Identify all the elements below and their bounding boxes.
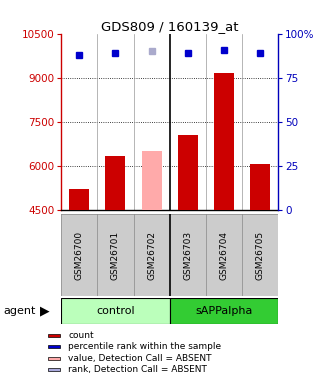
Text: agent: agent: [3, 306, 36, 316]
Text: GSM26702: GSM26702: [147, 231, 156, 279]
Text: sAPPalpha: sAPPalpha: [195, 306, 253, 316]
Bar: [178, 135, 198, 210]
Bar: [169, 214, 206, 296]
Bar: [242, 214, 278, 296]
Text: percentile rank within the sample: percentile rank within the sample: [68, 342, 221, 351]
Bar: [169, 298, 278, 324]
Bar: [214, 74, 234, 210]
Bar: [48, 357, 60, 360]
Text: GSM26704: GSM26704: [219, 231, 228, 279]
Bar: [48, 334, 60, 337]
Title: GDS809 / 160139_at: GDS809 / 160139_at: [101, 20, 238, 33]
Text: control: control: [96, 306, 135, 316]
Text: ▶: ▶: [40, 305, 50, 318]
Bar: [133, 214, 169, 296]
Text: GSM26700: GSM26700: [75, 230, 84, 280]
Text: rank, Detection Call = ABSENT: rank, Detection Call = ABSENT: [68, 365, 207, 374]
Text: count: count: [68, 331, 94, 340]
Bar: [206, 214, 242, 296]
Bar: [70, 189, 89, 210]
Bar: [61, 214, 97, 296]
Bar: [142, 151, 162, 210]
Text: GSM26701: GSM26701: [111, 230, 120, 280]
Bar: [61, 298, 169, 324]
Bar: [250, 165, 270, 210]
Text: value, Detection Call = ABSENT: value, Detection Call = ABSENT: [68, 354, 212, 363]
Bar: [97, 214, 133, 296]
Bar: [106, 156, 125, 210]
Bar: [48, 345, 60, 348]
Text: GSM26703: GSM26703: [183, 230, 192, 280]
Text: GSM26705: GSM26705: [256, 230, 264, 280]
Bar: [48, 368, 60, 371]
